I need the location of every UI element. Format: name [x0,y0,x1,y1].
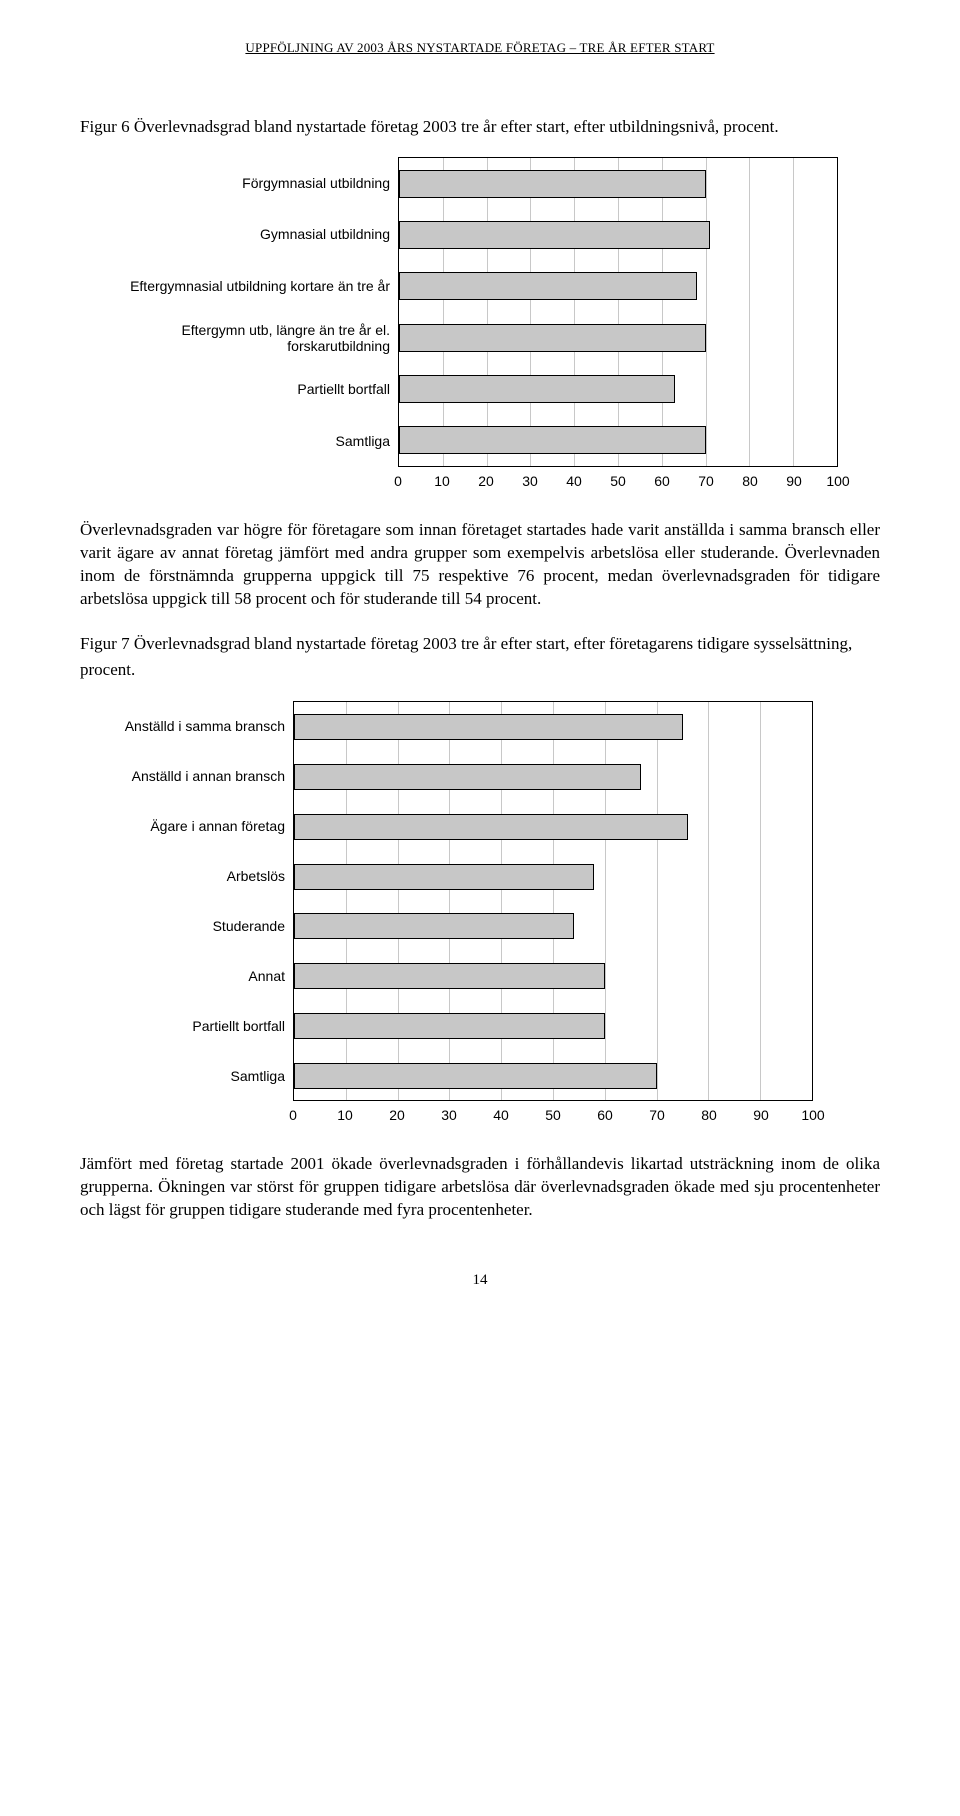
chart-x-tick: 80 [728,473,772,489]
chart-bar [294,1013,605,1039]
chart-bar [399,324,706,352]
chart-x-tick: 100 [787,1107,839,1123]
chart-x-tick: 40 [475,1107,527,1123]
chart-category-label: Gymnasial utbildning [80,209,390,261]
figure7-chart: Anställd i samma branschAnställd i annan… [80,701,880,1123]
chart-x-tick: 70 [684,473,728,489]
chart-x-tick: 90 [735,1107,787,1123]
chart-category-label: Arbetslös [80,851,285,901]
chart-category-label: Partiellt bortfall [80,364,390,416]
chart-x-tick: 20 [464,473,508,489]
chart-bar [399,170,706,198]
chart-category-label: Samtliga [80,1051,285,1101]
chart-category-label: Ägare i annan företag [80,801,285,851]
chart-x-tick: 30 [423,1107,475,1123]
paragraph-1: Överlevnadsgraden var högre för företaga… [80,519,880,611]
chart-category-label: Studerande [80,901,285,951]
chart-x-tick: 0 [267,1107,319,1123]
chart-x-tick: 50 [527,1107,579,1123]
chart-x-tick: 100 [816,473,860,489]
chart-category-label: Eftergymn utb, längre än tre år el.forsk… [80,312,390,364]
chart-x-tick: 20 [371,1107,423,1123]
chart-category-label: Samtliga [80,415,390,467]
chart-x-tick: 10 [420,473,464,489]
page-header: UPPFÖLJNING AV 2003 ÅRS NYSTARTADE FÖRET… [80,40,880,56]
chart-x-tick: 50 [596,473,640,489]
chart-category-label: Förgymnasial utbildning [80,157,390,209]
figure6-title: Figur 6 Överlevnadsgrad bland nystartade… [80,116,880,139]
chart-bar [294,714,683,740]
chart-category-label: Annat [80,951,285,1001]
chart-x-tick: 60 [640,473,684,489]
figure6-chart: Förgymnasial utbildningGymnasial utbildn… [80,157,880,489]
chart-bar [294,963,605,989]
figure7-title: Figur 7 Överlevnadsgrad bland nystartade… [80,631,880,684]
chart-bar [294,913,574,939]
chart-x-tick: 30 [508,473,552,489]
chart-bar [399,375,675,403]
chart-bar [294,1063,657,1089]
chart-bar [294,814,688,840]
chart-bar [294,764,641,790]
chart-bar [399,426,706,454]
chart-x-tick: 80 [683,1107,735,1123]
page-number: 14 [80,1272,880,1289]
chart-bar [294,864,594,890]
chart-category-label: Partiellt bortfall [80,1001,285,1051]
chart-category-label: Anställd i samma bransch [80,701,285,751]
chart-x-tick: 90 [772,473,816,489]
chart-category-label: Eftergymnasial utbildning kortare än tre… [80,260,390,312]
chart-x-tick: 40 [552,473,596,489]
chart-x-tick: 0 [376,473,420,489]
chart-x-tick: 70 [631,1107,683,1123]
paragraph-2: Jämfört med företag startade 2001 ökade … [80,1153,880,1222]
chart-x-tick: 60 [579,1107,631,1123]
chart-category-label: Anställd i annan bransch [80,751,285,801]
chart-x-tick: 10 [319,1107,371,1123]
chart-bar [399,272,697,300]
chart-bar [399,221,710,249]
